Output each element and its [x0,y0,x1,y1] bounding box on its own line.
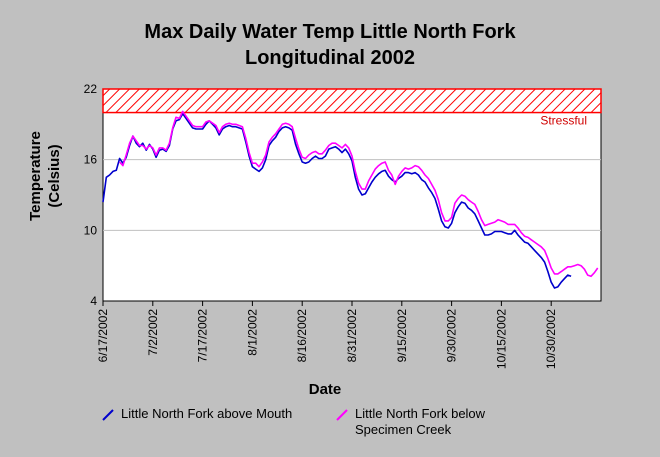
stressful-band [102,88,602,114]
legend-item-below-specimen: Little North Fork below Specimen Creek [336,406,489,437]
chart-title-line-2: Longitudinal 2002 [245,47,415,69]
y-axis-title: Temperature (Celsius) [27,131,63,221]
y-axis-title-line-1: Temperature [27,131,44,221]
legend-swatch-above-mouth [102,409,114,421]
x-tick-label: 6/17/2002 [96,309,110,363]
x-tick-label: 8/16/2002 [295,309,309,363]
legend-swatch-below-specimen [336,409,348,421]
stressful-band-label: Stressful [540,114,587,128]
y-tick-label: 16 [84,153,98,167]
legend-label-above-mouth: Little North Fork above Mouth [121,406,292,421]
x-tick-label: 7/17/2002 [196,309,210,363]
x-axis: 6/17/2002 7/2/2002 7/17/2002 8/1/2002 8/16/2… [96,301,558,369]
plot-area: Stressful [102,88,602,302]
y-tick-label: 22 [84,82,98,96]
x-tick-label: 9/15/2002 [395,309,409,363]
series-lines [102,110,599,289]
y-tick-label: 4 [90,294,97,308]
y-axis-title-line-2: (Celsius) [46,144,63,207]
legend-item-above-mouth: Little North Fork above Mouth [102,406,292,421]
x-tick-label: 10/30/2002 [544,309,558,369]
x-axis-title: Date [309,381,342,398]
x-tick-label: 9/30/2002 [445,309,459,363]
legend-label-below-specimen-line-1: Little North Fork below [355,406,486,421]
y-tick-label: 10 [84,223,98,237]
x-tick-label: 7/2/2002 [146,309,160,356]
legend: Little North Fork above Mouth Little Nor… [102,406,489,437]
chart-title-line-1: Max Daily Water Temp Little North Fork [144,21,516,43]
x-tick-label: 10/15/2002 [494,309,508,369]
y-axis: 4 10 16 22 [84,82,98,308]
plot-background [102,88,602,302]
legend-label-below-specimen: Little North Fork below Specimen Creek [355,406,489,437]
series-line-below-specimen [119,110,599,278]
x-tick-label: 8/1/2002 [245,309,259,356]
x-tick-label: 8/31/2002 [345,309,359,363]
legend-label-below-specimen-line-2: Specimen Creek [355,422,452,437]
